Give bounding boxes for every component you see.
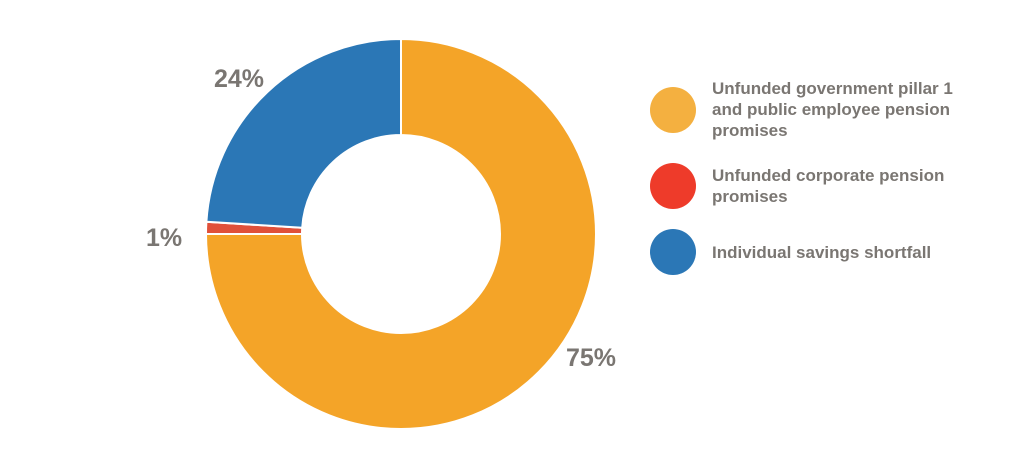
legend-swatch-individual [650,229,696,275]
donut-slices [204,37,597,430]
legend-item-individual: Individual savings shortfall [650,229,1010,275]
legend-label-corporate: Unfunded corporate pension promises [712,166,945,206]
donut-chart: 75% 1% 24% [146,37,616,430]
slice-govt [204,37,597,430]
legend-swatch-govt [650,86,696,133]
legend-swatch-corporate [650,163,696,209]
legend-label-individual: Individual savings shortfall [712,242,932,262]
legend-item-govt: Unfunded government pillar 1 and public … [650,78,1010,141]
legend-item-corporate: Unfunded corporate pension promises [650,163,1010,209]
slice-label-corporate: 1% [146,224,182,252]
legend: Unfunded government pillar 1 and public … [650,78,1010,297]
slice-label-individual: 24% [214,65,264,93]
legend-label-govt: Unfunded government pillar 1 and public … [712,79,953,140]
slice-label-govt: 75% [566,344,616,372]
slice-individual [205,37,402,229]
